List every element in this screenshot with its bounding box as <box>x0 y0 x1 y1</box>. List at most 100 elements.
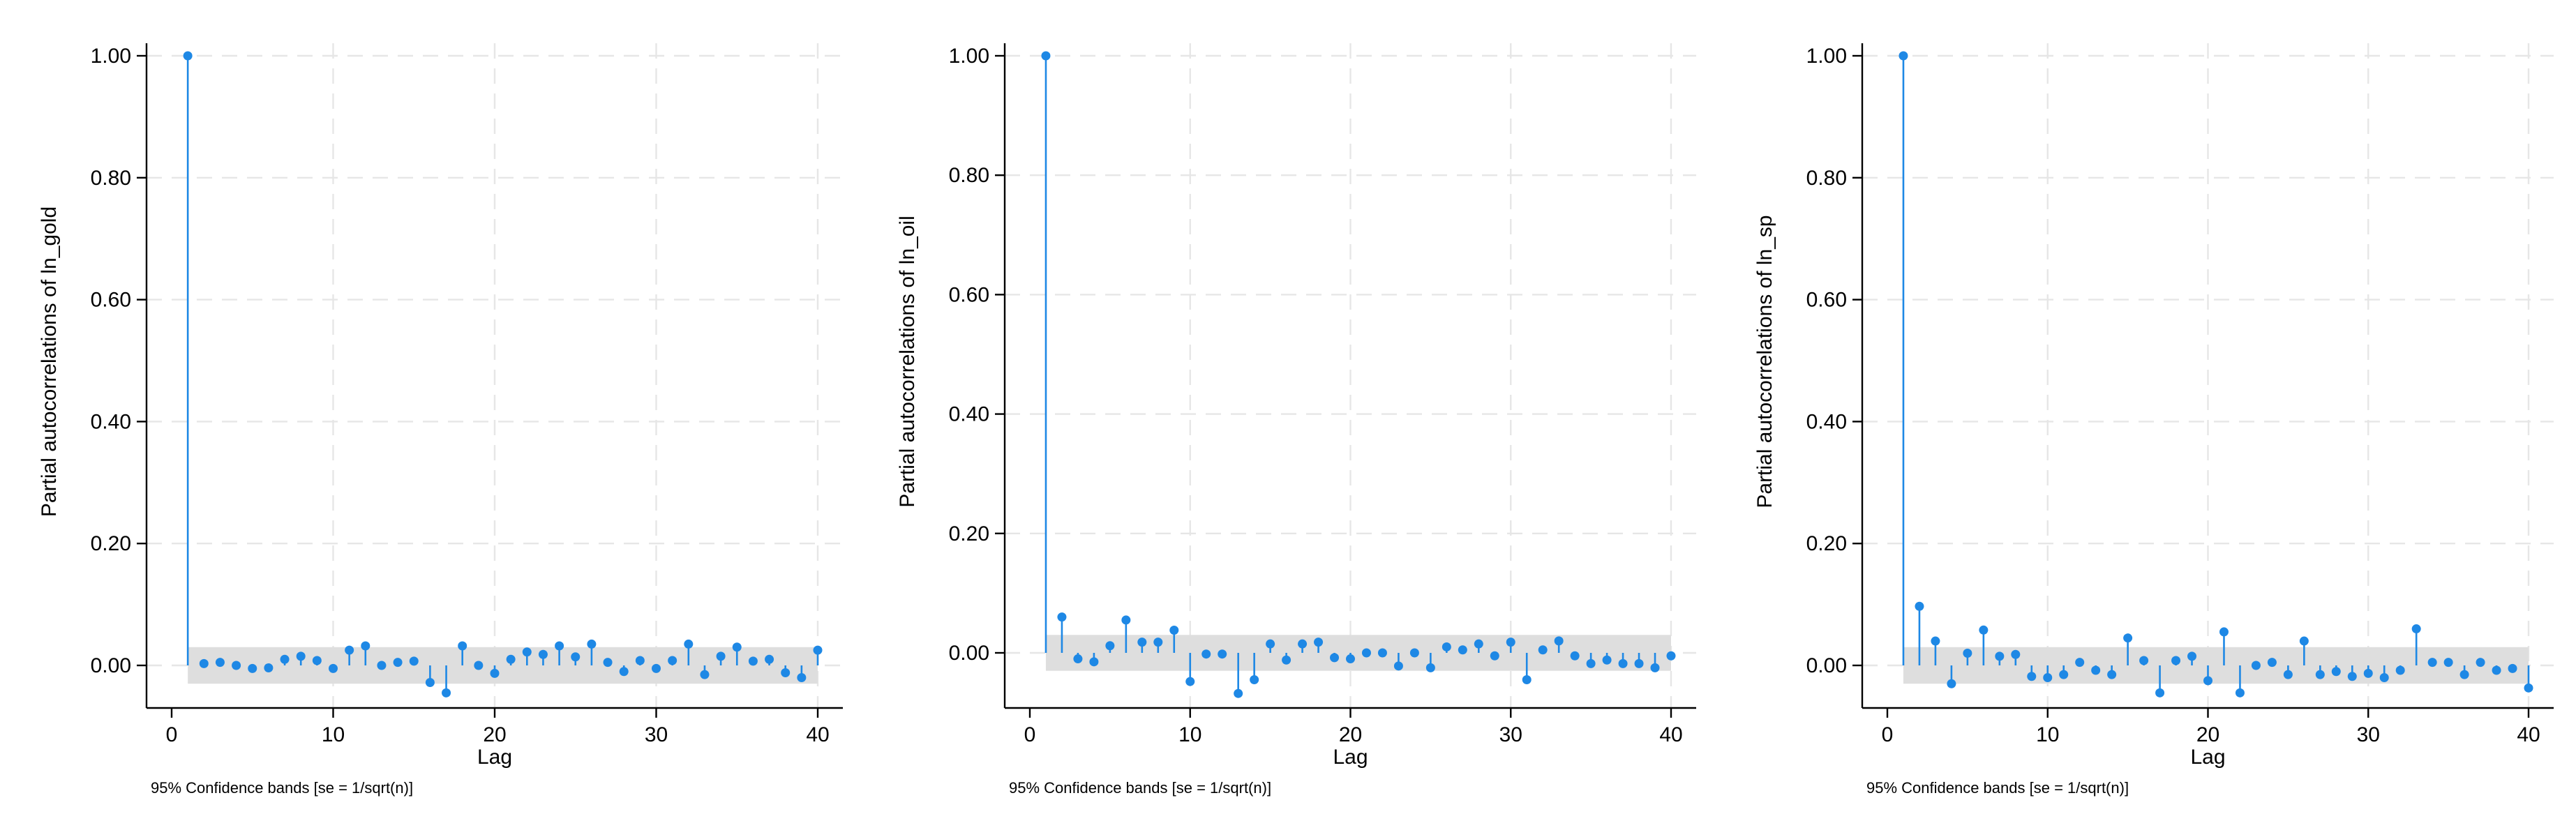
pacf-point <box>1506 638 1515 647</box>
y-tick-label: 0.80 <box>1806 167 1847 190</box>
pacf-point <box>619 667 629 677</box>
pacf-point <box>361 641 370 651</box>
x-axis-title: Lag <box>477 746 512 769</box>
pacf-point <box>1298 639 1308 649</box>
y-axis-title: Partial autocorrelations of ln_oil <box>896 216 919 508</box>
pacf-point <box>2283 670 2293 679</box>
pacf-point <box>1266 639 1275 649</box>
confidence-band <box>1045 635 1671 671</box>
pacf-point <box>1169 625 1179 635</box>
pacf-point <box>2107 670 2117 679</box>
x-tick-label: 30 <box>1499 723 1522 746</box>
x-tick-label: 40 <box>806 723 829 746</box>
confidence-note: 95% Confidence bands [se = 1/sqrt(n)] <box>151 779 413 797</box>
pacf-point <box>409 656 419 666</box>
y-tick-label: 0.80 <box>91 167 131 190</box>
y-axis-title: Partial autocorrelations of ln_gold <box>38 206 61 517</box>
y-tick-label: 0.40 <box>1806 410 1847 433</box>
pacf-point <box>1899 51 1908 61</box>
pacf-point <box>329 663 338 673</box>
pacf-point <box>345 645 354 655</box>
pacf-point <box>2315 670 2325 679</box>
pacf-point <box>1570 651 1580 661</box>
pacf-point <box>2251 661 2261 670</box>
pacf-point <box>1346 654 1355 664</box>
pacf-point <box>1153 638 1163 647</box>
pacf-point <box>377 661 387 670</box>
pacf-point <box>538 649 548 659</box>
pacf-point <box>716 651 726 661</box>
pacf-point <box>1073 654 1083 664</box>
pacf-point <box>2411 624 2421 634</box>
pacf-point <box>1586 658 1596 668</box>
pacf-point <box>2331 667 2341 677</box>
x-tick-label: 40 <box>1659 723 1682 746</box>
y-tick-label: 1.00 <box>1806 45 1847 68</box>
pacf-point <box>2027 672 2037 681</box>
pacf-point <box>635 656 645 665</box>
pacf-point <box>587 639 597 649</box>
pacf-point <box>1602 655 1612 665</box>
pacf-point <box>1314 638 1324 647</box>
pacf-point <box>442 688 451 698</box>
pacf-point <box>1931 636 1940 646</box>
pacf-point <box>684 639 694 649</box>
y-tick-label: 0.60 <box>1806 289 1847 312</box>
pacf-point <box>215 658 225 668</box>
x-axis-title: Lag <box>2190 746 2225 769</box>
pacf-point <box>1995 651 2005 661</box>
pacf-point <box>2363 668 2373 678</box>
pacf-point <box>781 668 791 677</box>
x-tick-label: 10 <box>2036 723 2059 746</box>
pacf-point <box>1105 641 1115 651</box>
pacf-point <box>2443 658 2453 668</box>
pacf-point <box>2395 665 2405 675</box>
pacf-point <box>1474 639 1483 649</box>
pacf-point <box>1393 661 1403 671</box>
pacf-point <box>2267 658 2277 668</box>
x-tick-label: 30 <box>2357 723 2380 746</box>
pacf-point <box>1554 636 1564 646</box>
y-tick-label: 0.20 <box>91 532 131 555</box>
pacf-point <box>2379 672 2389 682</box>
pacf-point <box>603 658 613 668</box>
pacf-point <box>2203 676 2212 686</box>
pacf-point <box>2299 636 2309 646</box>
pacf-point <box>700 670 710 679</box>
pacf-point <box>1089 657 1099 667</box>
pacf-point <box>1282 655 1291 665</box>
pacf-point <box>1041 51 1051 61</box>
pacf-point <box>1979 625 1989 635</box>
pacf-point <box>1425 663 1435 672</box>
pacf-point <box>813 645 823 655</box>
pacf-point <box>312 656 322 665</box>
pacf-point <box>2508 663 2517 673</box>
x-axis-title: Lag <box>1333 746 1368 769</box>
pacf-point <box>2427 658 2437 668</box>
pacf-point <box>1618 658 1628 668</box>
y-tick-label: 0.20 <box>1806 532 1847 555</box>
pacf-point <box>2043 672 2053 682</box>
pacf-point <box>264 663 274 672</box>
pacf-point <box>1121 615 1131 625</box>
y-tick-label: 0.60 <box>949 283 989 306</box>
pacf-point <box>2155 688 2165 698</box>
pacf-point <box>555 641 564 651</box>
pacf-point <box>2139 656 2149 665</box>
pacf-point <box>732 642 742 652</box>
pacf-point <box>1137 638 1147 647</box>
y-tick-label: 0.00 <box>949 642 989 665</box>
pacf-point <box>1361 648 1371 658</box>
pacf-point <box>1377 648 1387 658</box>
pacf-point <box>2219 627 2229 637</box>
pacf-point <box>2524 683 2533 693</box>
pacf-point <box>1409 648 1419 658</box>
y-tick-label: 0.00 <box>91 654 131 677</box>
pacf-point <box>2171 656 2181 665</box>
pacf-point <box>2091 665 2101 675</box>
pacf-point <box>571 652 581 662</box>
pacf-point <box>1490 651 1499 661</box>
y-tick-label: 0.00 <box>1806 654 1847 677</box>
pacf-point <box>1330 653 1340 663</box>
